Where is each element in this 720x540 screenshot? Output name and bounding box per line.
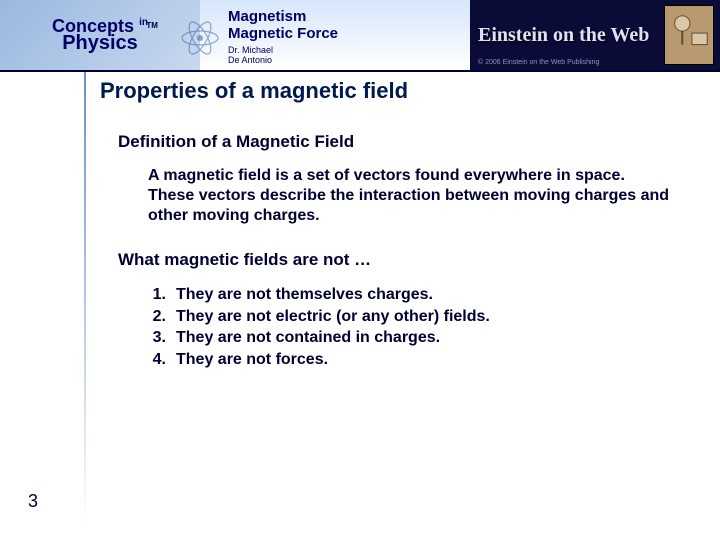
slide-title: Properties of a magnetic field <box>100 78 700 104</box>
atom-icon <box>180 18 220 58</box>
slide-content: Properties of a magnetic field Definitio… <box>100 78 700 370</box>
header-author: Dr. Michael De Antonio <box>228 46 442 66</box>
page-number: 3 <box>28 491 38 512</box>
header-topic-1: Magnetism <box>228 8 442 25</box>
list-number: 1. <box>148 284 176 306</box>
list-text: They are not contained in charges. <box>176 327 440 349</box>
header-topic-2: Magnetic Force <box>228 25 442 42</box>
not-heading: What magnetic fields are not … <box>118 250 700 270</box>
author-line1: Dr. Michael <box>228 45 273 55</box>
header-mid-box: Magnetism Magnetic Force Dr. Michael De … <box>200 0 470 70</box>
concepts-in-physics-logo: Concepts in Physics TM <box>52 18 148 52</box>
definition-body: A magnetic field is a set of vectors fou… <box>148 166 670 226</box>
einstein-brand-text: Einstein on the Web <box>478 24 649 46</box>
author-line2: De Antonio <box>228 55 272 65</box>
list-item: 1.They are not themselves charges. <box>148 284 700 306</box>
list-number: 2. <box>148 306 176 328</box>
list-number: 3. <box>148 327 176 349</box>
list-text: They are not themselves charges. <box>176 284 433 306</box>
list-text: They are not forces. <box>176 349 328 371</box>
not-list: 1.They are not themselves charges. 2.The… <box>148 284 700 370</box>
einstein-on-the-web-logo: Einstein on the Web <box>470 24 664 47</box>
logo-line2: Physics <box>52 34 148 52</box>
list-number: 4. <box>148 349 176 371</box>
list-item: 4.They are not forces. <box>148 349 700 371</box>
list-item: 3.They are not contained in charges. <box>148 327 700 349</box>
header-right-box: Einstein on the Web © 2006 Einstein on t… <box>470 0 720 70</box>
einstein-illustration-icon <box>664 5 714 65</box>
header-left-logo-box: Concepts in Physics TM <box>0 0 200 70</box>
slide-header: Concepts in Physics TM Magnetism Magneti… <box>0 0 720 72</box>
list-item: 2.They are not electric (or any other) f… <box>148 306 700 328</box>
definition-heading: Definition of a Magnetic Field <box>118 132 700 152</box>
trademark-symbol: TM <box>146 22 158 29</box>
copyright-text: © 2006 Einstein on the Web Publishing <box>478 59 599 66</box>
sidebar-vertical-rule <box>84 72 86 530</box>
list-text: They are not electric (or any other) fie… <box>176 306 490 328</box>
